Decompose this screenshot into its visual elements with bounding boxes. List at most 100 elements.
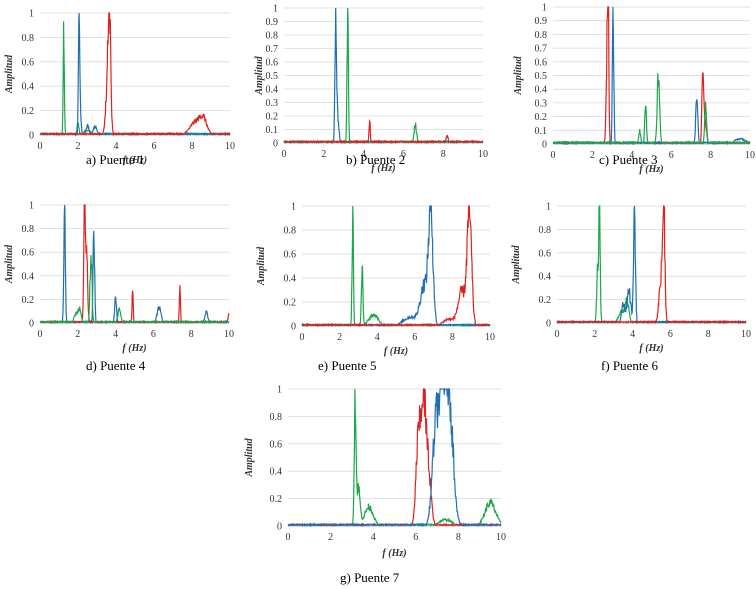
panel-c: 0 0.1 0.2 0.3 0.4 0.5 0.6 0.7 0.8 0.9 1 0 2 4 6 8 10 f (H…: [505, 0, 756, 176]
series-green: [552, 73, 751, 146]
y-tick-label: 0.7: [266, 44, 279, 55]
caption: c) Puente 3: [599, 152, 658, 167]
x-tick-label: 2: [328, 532, 333, 543]
y-tick-label: 0.6: [535, 57, 548, 68]
y-tick-label: 0.4: [22, 271, 35, 282]
x-tick-label: 4: [371, 532, 376, 543]
y-axis-label: Amplitud: [4, 244, 15, 284]
y-tick-label: 0.2: [284, 298, 297, 309]
x-tick-label: 0: [300, 332, 305, 343]
chart-svg: 00.20.40.60.810 2 4 6 8 10f (Hz)Amplitud: [4, 201, 234, 355]
x-tick-label: 4: [113, 329, 118, 340]
panel-f: 0 0.2 0.4 0.6 0.8 1 0 2 4 6 8 10 f (Hz) Amplitud f) P…: [505, 198, 756, 378]
y-tick-label: 0: [273, 139, 278, 150]
y-tick-label: 0.6: [539, 248, 552, 259]
series-blue: [556, 205, 747, 325]
y-tick-label: 0.6: [284, 250, 297, 261]
y-tick-label: 1: [273, 4, 278, 15]
chart-svg: 00.10.20.30.40.50.60.70.80.910 2 4 6 8 10f (H…: [254, 4, 488, 175]
x-tick-label: 10: [741, 329, 751, 340]
chart-svg: 00.10.20.30.40.50.60.70.80.910 2 4 6 8 10f (H…: [513, 3, 755, 176]
y-tick-label: 0.9: [535, 16, 548, 27]
y-tick-label: 0: [277, 522, 282, 533]
y-tick-label: 0.8: [539, 225, 552, 236]
y-tick-label: 1: [291, 202, 296, 213]
y-tick-label: 0.3: [266, 98, 279, 109]
y-axis-label: Amplitud: [254, 55, 265, 95]
series-red: [287, 388, 502, 528]
y-tick-label: 0.5: [535, 71, 548, 82]
x-tick-label: 8: [706, 329, 711, 340]
x-tick-label: 4: [114, 141, 119, 152]
x-tick-label: 6: [412, 332, 417, 343]
x-tick-label: 8: [708, 150, 713, 161]
x-tick-label: 4: [361, 149, 366, 160]
x-tick-label: 2: [592, 329, 597, 340]
y-tick-label: 1: [29, 201, 34, 212]
x-tick-label: 10: [224, 329, 234, 340]
series-green: [556, 205, 747, 325]
y-tick-label: 0.4: [539, 272, 552, 283]
x-tick-label: 2: [75, 329, 80, 340]
caption: e) Puente 5: [318, 358, 377, 373]
chart-svg: 00.20.40.60.810 2 4 6 8 10f (Hz)Amplitud: [244, 385, 506, 560]
y-axis-label: Amplitud: [244, 437, 255, 477]
series-red: [40, 12, 231, 137]
y-tick-label: 0.4: [284, 274, 297, 285]
x-tick-label: 2: [76, 141, 81, 152]
x-tick-label: 10: [496, 532, 506, 543]
x-tick-label: 0: [551, 150, 556, 161]
x-axis-label: f (Hz): [382, 548, 406, 559]
x-tick-label: 0: [555, 329, 560, 340]
y-tick-label: 0.2: [270, 494, 283, 505]
y-tick-label: 0.2: [22, 295, 35, 306]
y-axis-label: Amplitud: [256, 246, 267, 286]
y-tick-label: 0.5: [266, 71, 279, 82]
series-red: [301, 205, 491, 328]
x-tick-label: 6: [151, 329, 156, 340]
y-tick-label: 0.8: [266, 31, 279, 42]
chart-svg: 00.20.40.60.810 2 4 6 8 10f (Hz)Amplitud: [256, 202, 495, 358]
x-tick-label: 6: [668, 329, 673, 340]
x-tick-label: 8: [450, 332, 455, 343]
y-tick-label: 1: [546, 202, 551, 213]
caption: f) Puente 6: [601, 358, 659, 373]
x-tick-label: 0: [38, 141, 43, 152]
x-tick-label: 10: [745, 150, 755, 161]
x-axis-label: f (Hz): [371, 163, 395, 174]
x-tick-label: 6: [669, 150, 674, 161]
x-tick-label: 8: [456, 532, 461, 543]
panel-d: 0 0.2 0.4 0.6 0.8 1 0 2 4 6 8 10 f (Hz) Amplitud d) P…: [0, 198, 240, 378]
chart-svg: 00.20.40.60.810 2 4 6 8 10f (Hz)Amplitud: [511, 202, 751, 355]
x-tick-label: 0: [286, 532, 291, 543]
x-tick-label: 0: [38, 329, 43, 340]
caption: d) Puente 4: [86, 358, 146, 373]
y-tick-label: 0.9: [266, 17, 279, 28]
series-blue: [287, 388, 502, 528]
y-tick-label: 0.2: [22, 106, 35, 117]
y-tick-label: 1: [29, 9, 34, 20]
y-tick-label: 0.8: [22, 224, 35, 235]
y-tick-label: 1: [277, 385, 282, 396]
y-tick-label: 0.7: [535, 44, 548, 55]
x-axis-label: f (Hz): [384, 346, 408, 357]
y-tick-label: 0.1: [535, 126, 548, 137]
y-tick-label: 0.6: [266, 58, 279, 69]
series-green: [301, 205, 491, 328]
x-tick-label: 2: [337, 332, 342, 343]
series-blue: [39, 12, 231, 137]
x-tick-label: 0: [282, 149, 287, 160]
y-tick-label: 0.8: [535, 30, 548, 41]
x-tick-label: 6: [152, 141, 157, 152]
x-tick-label: 10: [485, 332, 495, 343]
x-tick-label: 4: [629, 150, 634, 161]
y-tick-label: 0.2: [539, 295, 552, 306]
chart-svg: 00.20.40.60.810 2 4 6 8 10f (Hz)Amplitud: [4, 9, 235, 167]
y-tick-label: 0: [29, 131, 34, 142]
panel-e: 0 0.2 0.4 0.6 0.8 1 0 2 4 6 8 10 f (Hz) Amplitud e) P…: [250, 198, 505, 378]
y-tick-label: 0.6: [22, 248, 35, 259]
panel-g: 0 0.2 0.4 0.6 0.8 1 0 2 4 6 8 10 f (Hz) Amplitud g) P…: [240, 380, 515, 589]
y-tick-label: 0.1: [266, 125, 279, 136]
y-tick-label: 0.2: [535, 112, 548, 123]
x-axis-label: f (Hz): [122, 343, 146, 354]
